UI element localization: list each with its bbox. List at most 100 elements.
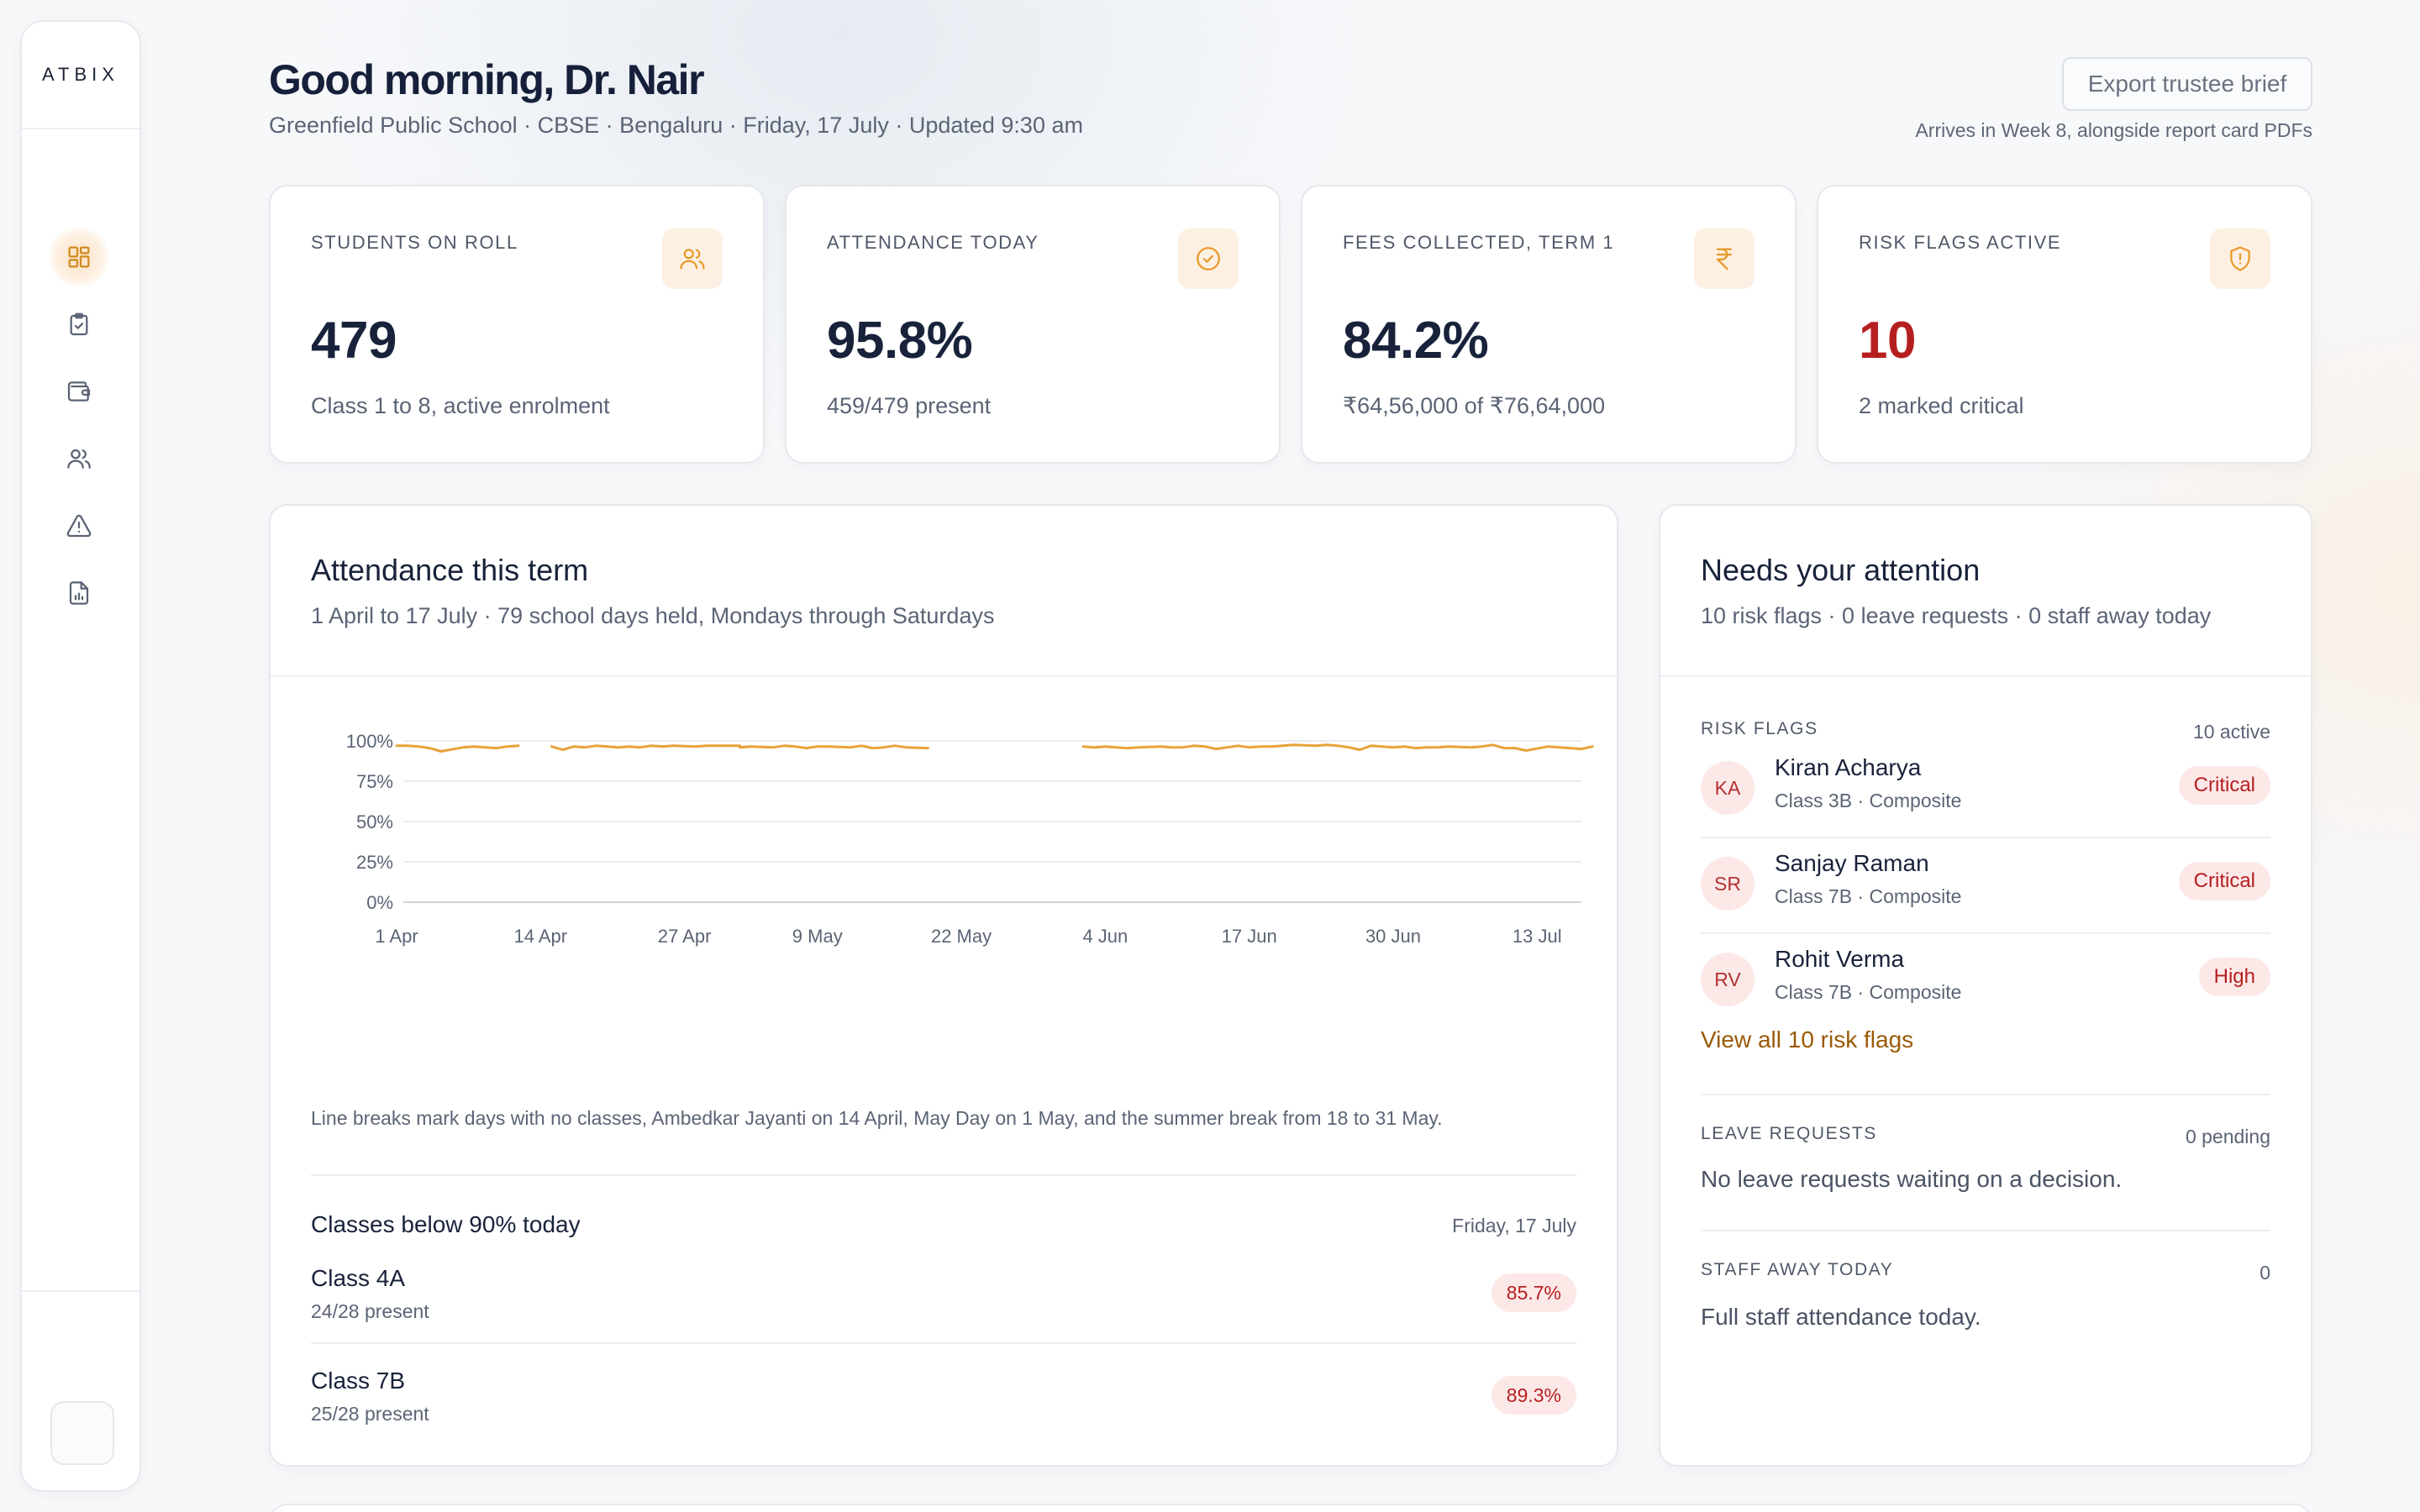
panel-divider <box>1660 675 2311 677</box>
class-name: Class 7B <box>311 1368 406 1394</box>
leave-requests-label: LEAVE REQUESTS <box>1701 1124 1877 1143</box>
staff-away-text: Full staff attendance today. <box>1701 1304 1981 1330</box>
section-divider <box>1701 1230 2270 1231</box>
class-name: Class 4A <box>311 1265 406 1291</box>
x-tick-label: 4 Jun <box>1082 926 1128 947</box>
staff-away-count: 0 <box>2260 1262 2270 1284</box>
next-section-card <box>269 1504 2312 1512</box>
avatar: RV <box>1701 953 1754 1006</box>
attendance-subtitle: 1 April to 17 July · 79 school days held… <box>311 603 995 628</box>
sidebar-item-attendance[interactable] <box>49 294 109 354</box>
row-divider <box>1701 932 2270 934</box>
sidebar-item-risk-flags[interactable] <box>49 496 109 556</box>
class-percent-badge: 85.7% <box>1491 1273 1576 1312</box>
stat-label: RISK FLAGS ACTIVE <box>1859 232 2062 253</box>
avatar: KA <box>1701 761 1754 815</box>
attendance-series-line <box>739 744 929 750</box>
staff-away-label: STAFF AWAY TODAY <box>1701 1260 1894 1279</box>
risk-flags-label: RISK FLAGS <box>1701 719 1818 738</box>
check-circle-icon <box>1197 247 1220 270</box>
class-percent-badge: 89.3% <box>1491 1376 1576 1415</box>
alert-triangle-icon <box>66 514 92 538</box>
sidebar-item-reports[interactable] <box>49 563 109 623</box>
risk-flag-row[interactable]: RV Rohit Verma Class 7B · Composite High <box>1701 941 2270 1037</box>
risk-flags-count: 10 active <box>2192 721 2270 743</box>
export-note: Arrives in Week 8, alongside report card… <box>1915 119 2312 141</box>
class-row[interactable]: Class 7B 25/28 present 89.3% <box>311 1368 1576 1460</box>
avatar: SR <box>1701 857 1754 911</box>
stat-value: 10 <box>1859 312 1916 370</box>
stat-badge <box>2210 228 2270 289</box>
x-tick-label: 13 Jul <box>1512 926 1562 947</box>
row-divider <box>1701 837 2270 838</box>
x-tick-label: 22 May <box>931 926 992 947</box>
attendance-line-chart[interactable]: 0% 25% 50% 75% 100% 1 Apr 14 Apr 27 Apr 9 May 22 … <box>271 699 1620 1052</box>
clipboard-check-icon <box>70 312 88 336</box>
view-all-risk-flags-link[interactable]: View all 10 risk flags <box>1701 1026 1914 1053</box>
attendance-title: Attendance this term <box>311 553 589 587</box>
chart-footnote: Line breaks mark days with no classes, A… <box>311 1107 1443 1129</box>
x-tick-label: 14 Apr <box>514 926 568 947</box>
sidebar-item-dashboard[interactable] <box>49 227 109 287</box>
logo[interactable]: ATBIX <box>22 22 139 129</box>
export-trustee-brief-button[interactable]: Export trustee brief <box>2062 57 2312 111</box>
x-tick-label: 27 Apr <box>658 926 712 947</box>
class-row[interactable]: Class 4A 24/28 present 85.7% <box>311 1265 1576 1357</box>
needs-title: Needs your attention <box>1701 553 1981 587</box>
classes-below-title: Classes below 90% today <box>311 1211 581 1237</box>
stat-badge <box>662 228 723 289</box>
severity-badge: Critical <box>2178 862 2270 900</box>
classes-below-date: Friday, 17 July <box>1452 1215 1576 1236</box>
needs-attention-panel: Needs your attention 10 risk flags · 0 l… <box>1659 504 2312 1467</box>
x-tick-label: 1 Apr <box>375 926 418 947</box>
users-icon <box>680 249 705 270</box>
leave-requests-count: 0 pending <box>2185 1126 2270 1147</box>
stat-label: STUDENTS ON ROLL <box>311 232 518 253</box>
stat-value: 95.8% <box>827 312 973 370</box>
stat-badge <box>1694 228 1754 289</box>
y-tick-label: 100% <box>346 731 393 752</box>
attendance-series-line <box>550 744 741 752</box>
stat-note: 2 marked critical <box>1859 393 2024 418</box>
page-subtitle: Greenfield Public School · CBSE · Bengal… <box>269 113 1083 138</box>
users-icon <box>67 449 91 469</box>
panel-divider <box>271 675 1617 677</box>
student-name: Kiran Acharya <box>1775 754 1922 780</box>
student-name: Sanjay Raman <box>1775 850 1929 876</box>
stat-label: ATTENDANCE TODAY <box>827 232 1039 253</box>
sidebar: ATBIX <box>20 20 141 1492</box>
attendance-series-line <box>1081 743 1594 752</box>
student-class: Class 7B · Composite <box>1775 885 1962 907</box>
wallet-icon <box>67 381 91 402</box>
risk-flag-row[interactable]: SR Sanjay Raman Class 7B · Composite Cri… <box>1701 845 2270 941</box>
student-class: Class 3B · Composite <box>1775 790 1962 811</box>
stat-card-risk-flags: RISK FLAGS ACTIVE 10 2 marked critical <box>1817 185 2312 464</box>
class-present: 24/28 present <box>311 1300 429 1322</box>
stat-label: FEES COLLECTED, TERM 1 <box>1343 232 1615 253</box>
student-class: Class 7B · Composite <box>1775 981 1962 1003</box>
stat-value: 479 <box>311 312 397 370</box>
stat-badge <box>1178 228 1239 289</box>
page-title: Good morning, Dr. Nair <box>269 56 705 103</box>
x-tick-label: 17 Jun <box>1222 926 1277 947</box>
needs-subtitle: 10 risk flags · 0 leave requests · 0 sta… <box>1701 603 2212 628</box>
attendance-panel: Attendance this term 1 April to 17 July … <box>269 504 1618 1467</box>
section-divider <box>1701 1094 2270 1095</box>
sidebar-divider <box>22 1290 139 1292</box>
y-tick-label: 0% <box>366 892 393 913</box>
risk-flag-row[interactable]: KA Kiran Acharya Class 3B · Composite Cr… <box>1701 749 2270 845</box>
leave-requests-text: No leave requests waiting on a decision. <box>1701 1166 2123 1192</box>
student-name: Rohit Verma <box>1775 946 1905 972</box>
sidebar-item-fees[interactable] <box>49 361 109 422</box>
stat-value: 84.2% <box>1343 312 1489 370</box>
stat-card-fees: FEES COLLECTED, TERM 1 84.2% ₹64,56,000 … <box>1301 185 1797 464</box>
sidebar-item-people[interactable] <box>49 428 109 489</box>
section-divider <box>311 1174 1576 1176</box>
user-menu-button[interactable] <box>50 1401 114 1465</box>
attendance-series-line <box>395 744 520 753</box>
shield-alert-icon <box>2230 246 2250 271</box>
class-present: 25/28 present <box>311 1403 429 1425</box>
severity-badge: Critical <box>2178 766 2270 805</box>
stat-note: Class 1 to 8, active enrolment <box>311 393 610 418</box>
y-tick-label: 50% <box>356 811 393 832</box>
